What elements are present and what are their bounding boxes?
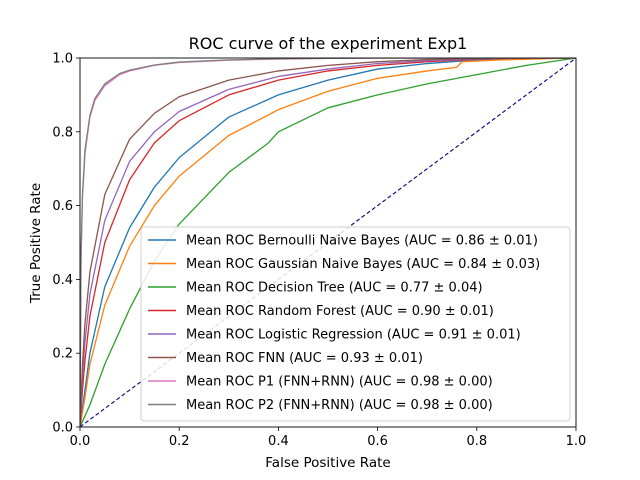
y-axis-label: True Positive Rate — [28, 183, 44, 304]
y-tick-label: 1.0 — [52, 52, 73, 67]
series-line-1 — [80, 58, 576, 427]
series-line-5 — [80, 58, 576, 427]
plot-area: 0.0 0.2 0.4 0.6 0.8 1.0 0.0 0.2 0.4 0.6 0.8 1.0 Mean… — [52, 52, 586, 450]
x-tick-label: 0.8 — [466, 434, 487, 449]
legend-label-8: Mean ROC P2 (FNN+RNN) (AUC = 0.98 ± 0.00… — [186, 398, 493, 413]
chart-title: ROC curve of the experiment Exp1 — [189, 34, 468, 53]
legend-label-6: Mean ROC FNN (AUC = 0.93 ± 0.01) — [186, 351, 423, 366]
axes-frame — [79, 57, 577, 428]
y-tick-label: 0.2 — [52, 347, 73, 362]
y-tick-label: 0.8 — [52, 125, 73, 140]
series-line-2 — [80, 58, 576, 427]
series-line-3 — [80, 58, 576, 427]
legend-label-2: Mean ROC Gaussian Naive Bayes (AUC = 0.8… — [186, 257, 540, 272]
legend-label-5: Mean ROC Logistic Regression (AUC = 0.91… — [186, 328, 521, 343]
y-tick-label: 0.4 — [52, 273, 73, 288]
legend-label-3: Mean ROC Decision Tree (AUC = 0.77 ± 0.0… — [186, 281, 483, 296]
legend-label-4: Mean ROC Random Forest (AUC = 0.90 ± 0.0… — [186, 304, 494, 319]
legend-label-1: Mean ROC Bernoulli Naive Bayes (AUC = 0.… — [186, 234, 538, 249]
x-tick-label: 0.6 — [367, 434, 388, 449]
series-line-4 — [80, 58, 576, 427]
x-tick-label: 0.2 — [169, 434, 190, 449]
x-tick-label: 0.4 — [268, 434, 289, 449]
x-tick-label: 0.0 — [70, 434, 91, 449]
x-tick-label: 1.0 — [566, 434, 587, 449]
legend-label-7: Mean ROC P1 (FNN+RNN) (AUC = 0.98 ± 0.00… — [186, 375, 493, 390]
y-tick-label: 0.6 — [52, 199, 73, 214]
legend-box — [140, 226, 571, 422]
x-axis-label: False Positive Rate — [265, 455, 390, 471]
y-tick-label: 0.0 — [52, 421, 73, 436]
series-line-6 — [80, 58, 576, 427]
